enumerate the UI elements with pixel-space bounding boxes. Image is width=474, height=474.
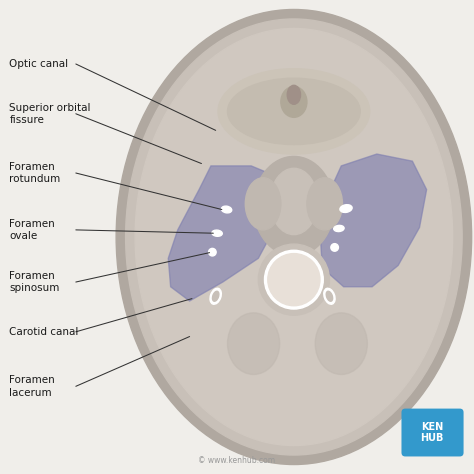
Ellipse shape bbox=[212, 291, 219, 301]
Text: Optic canal: Optic canal bbox=[9, 59, 69, 69]
Ellipse shape bbox=[281, 87, 307, 117]
Ellipse shape bbox=[221, 206, 232, 213]
Ellipse shape bbox=[254, 156, 334, 256]
Circle shape bbox=[209, 248, 216, 256]
Ellipse shape bbox=[326, 291, 333, 301]
Text: © www.kenhub.com: © www.kenhub.com bbox=[199, 456, 275, 465]
Circle shape bbox=[258, 244, 329, 315]
Ellipse shape bbox=[228, 313, 280, 374]
Polygon shape bbox=[320, 154, 427, 287]
Circle shape bbox=[264, 250, 323, 309]
Ellipse shape bbox=[340, 205, 352, 212]
Text: Foramen
rotundum: Foramen rotundum bbox=[9, 162, 61, 184]
Ellipse shape bbox=[210, 288, 221, 304]
Ellipse shape bbox=[218, 69, 370, 154]
Text: Carotid canal: Carotid canal bbox=[9, 327, 79, 337]
Ellipse shape bbox=[315, 313, 367, 374]
Ellipse shape bbox=[324, 288, 335, 304]
Text: KEN
HUB: KEN HUB bbox=[420, 422, 444, 443]
Ellipse shape bbox=[228, 78, 360, 145]
Ellipse shape bbox=[246, 178, 281, 230]
Ellipse shape bbox=[212, 230, 222, 237]
Text: Superior orbital
fissure: Superior orbital fissure bbox=[9, 102, 91, 125]
Ellipse shape bbox=[270, 168, 318, 235]
Circle shape bbox=[268, 254, 320, 306]
Ellipse shape bbox=[334, 225, 344, 232]
Ellipse shape bbox=[287, 85, 301, 104]
Text: Foramen
ovale: Foramen ovale bbox=[9, 219, 55, 241]
Ellipse shape bbox=[307, 178, 342, 230]
FancyBboxPatch shape bbox=[401, 409, 464, 456]
Ellipse shape bbox=[116, 9, 472, 465]
Text: Foramen
lacerum: Foramen lacerum bbox=[9, 375, 55, 398]
Ellipse shape bbox=[135, 28, 453, 446]
Polygon shape bbox=[168, 166, 284, 301]
Circle shape bbox=[331, 244, 338, 251]
Text: Foramen
spinosum: Foramen spinosum bbox=[9, 271, 60, 293]
Ellipse shape bbox=[126, 19, 462, 455]
